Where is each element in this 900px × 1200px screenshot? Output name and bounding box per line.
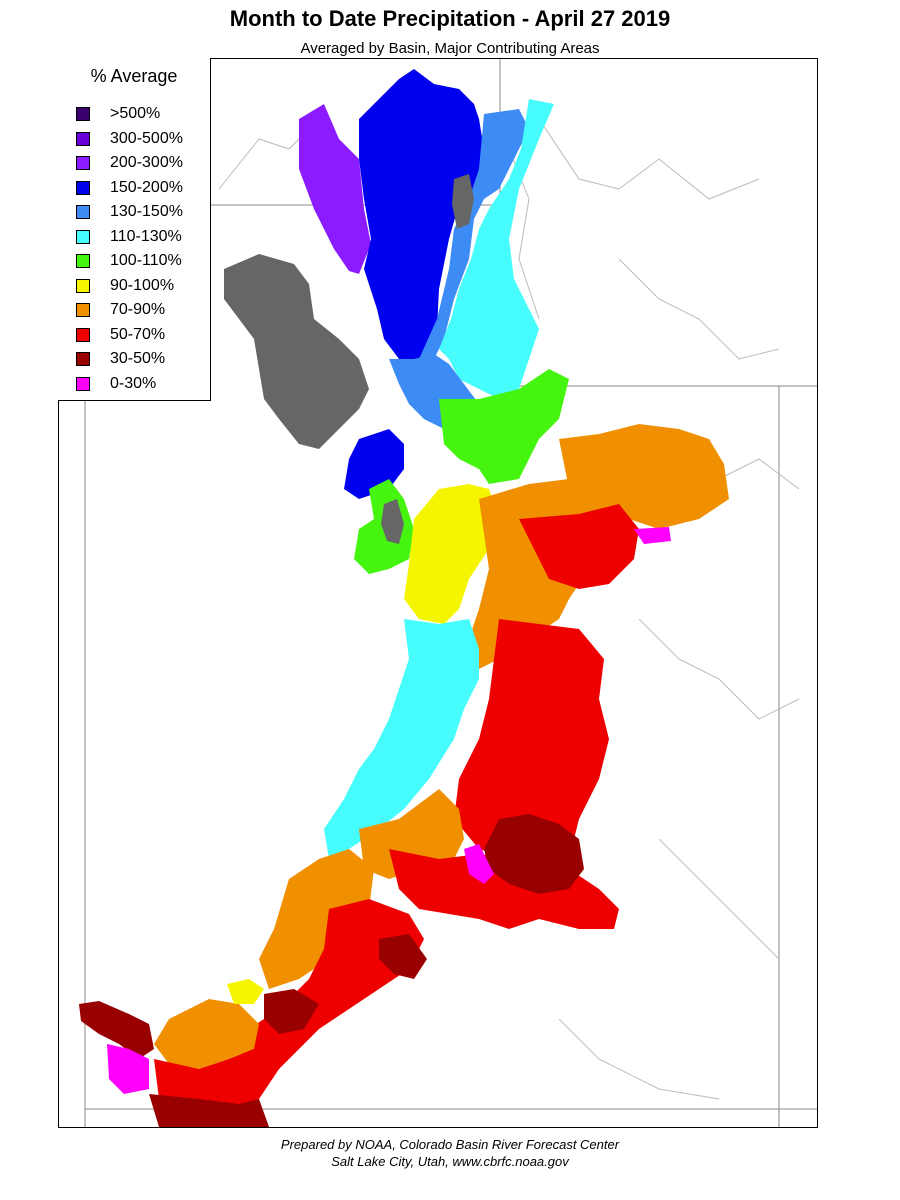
- basin-regions: [79, 69, 729, 1127]
- legend-item: 70-90%: [76, 300, 165, 320]
- credit-line-1: Prepared by NOAA, Colorado Basin River F…: [280, 1137, 620, 1152]
- legend-label: >500%: [110, 105, 161, 122]
- region-30-50-sw-inner: [264, 989, 319, 1034]
- legend-label: 100-110%: [110, 252, 182, 269]
- region-100-110-mid: [439, 369, 569, 484]
- legend-item: 90-100%: [76, 276, 174, 296]
- legend-title: % Average: [90, 66, 178, 86]
- region-30-50-bottom: [149, 1094, 269, 1127]
- region-30-50-south: [484, 814, 584, 894]
- credit-line-2: Salt Lake City, Utah, www.cbrfc.noaa.gov: [331, 1154, 569, 1169]
- region-0-30-south: [464, 844, 494, 884]
- legend-swatch: [76, 205, 90, 219]
- legend-swatch: [76, 352, 90, 366]
- legend-label: 90-100%: [110, 276, 175, 294]
- legend-item: 0-30%: [76, 374, 156, 394]
- region-30-50-southeast: [379, 934, 427, 979]
- legend-item: 30-50%: [76, 349, 165, 369]
- legend-item: 50-70%: [76, 325, 165, 345]
- legend-swatch: [76, 131, 90, 146]
- map-drawing: [79, 59, 817, 1127]
- legend-label: 0-30%: [110, 374, 157, 392]
- legend-item: 130-150%: [76, 202, 183, 222]
- bear-lake: [452, 174, 474, 229]
- legend-label: 150-200%: [110, 178, 183, 196]
- legend-item: 100-110%: [76, 251, 182, 271]
- lakes: [224, 174, 474, 544]
- legend-label: 50-70%: [110, 325, 166, 343]
- region-110-130-north: [439, 99, 554, 399]
- region-70-90-farsouth: [154, 999, 259, 1069]
- region-0-30-east: [634, 527, 671, 544]
- legend-item: >500%: [76, 104, 160, 124]
- region-200-300: [299, 104, 371, 274]
- legend-label: 70-90%: [110, 301, 166, 318]
- legend-label: 300-500%: [110, 129, 183, 147]
- region-90-100-mid: [404, 484, 499, 624]
- legend-swatch: [76, 156, 90, 170]
- legend-swatch: [76, 180, 90, 195]
- legend-swatch: [76, 376, 90, 391]
- legend-swatch: [76, 254, 90, 268]
- legend-swatch: [76, 107, 90, 121]
- region-50-70-farsouth: [154, 1049, 279, 1109]
- legend-swatch: [76, 327, 90, 342]
- legend: % Average >500% 300-500% 200-300% 150-200% 1…: [58, 58, 211, 401]
- legend-item: 200-300%: [76, 153, 183, 173]
- map-subtitle: Averaged by Basin, Major Contributing Ar…: [300, 40, 600, 57]
- region-50-70-east: [519, 504, 639, 589]
- legend-swatch: [76, 303, 90, 317]
- legend-item: 150-200%: [76, 178, 183, 198]
- region-110-130-centre: [324, 619, 479, 859]
- legend-label: 200-300%: [110, 154, 183, 171]
- legend-swatch: [76, 278, 90, 293]
- region-150-200-north: [359, 69, 484, 359]
- map-title: Month to Date Precipitation - April 27 2…: [229, 6, 671, 31]
- region-130-150-north: [419, 109, 529, 359]
- region-90-100-sw: [227, 979, 264, 1004]
- legend-item: 300-500%: [76, 129, 183, 149]
- legend-label: 30-50%: [110, 350, 166, 367]
- legend-label: 110-130%: [110, 227, 182, 245]
- region-0-30-sw: [107, 1044, 149, 1094]
- region-50-70-centre: [454, 619, 609, 869]
- region-70-90-south: [359, 789, 464, 879]
- region-30-50-farsouth: [79, 1001, 154, 1059]
- region-50-70-southwest: [239, 899, 424, 1079]
- utah-lake: [381, 499, 404, 544]
- precipitation-map: [58, 58, 818, 1128]
- legend-swatch: [76, 229, 90, 244]
- region-70-90-southwest: [259, 849, 374, 989]
- legend-label: 130-150%: [110, 203, 183, 220]
- great-salt-lake: [224, 254, 369, 449]
- legend-item: 110-130%: [76, 227, 182, 247]
